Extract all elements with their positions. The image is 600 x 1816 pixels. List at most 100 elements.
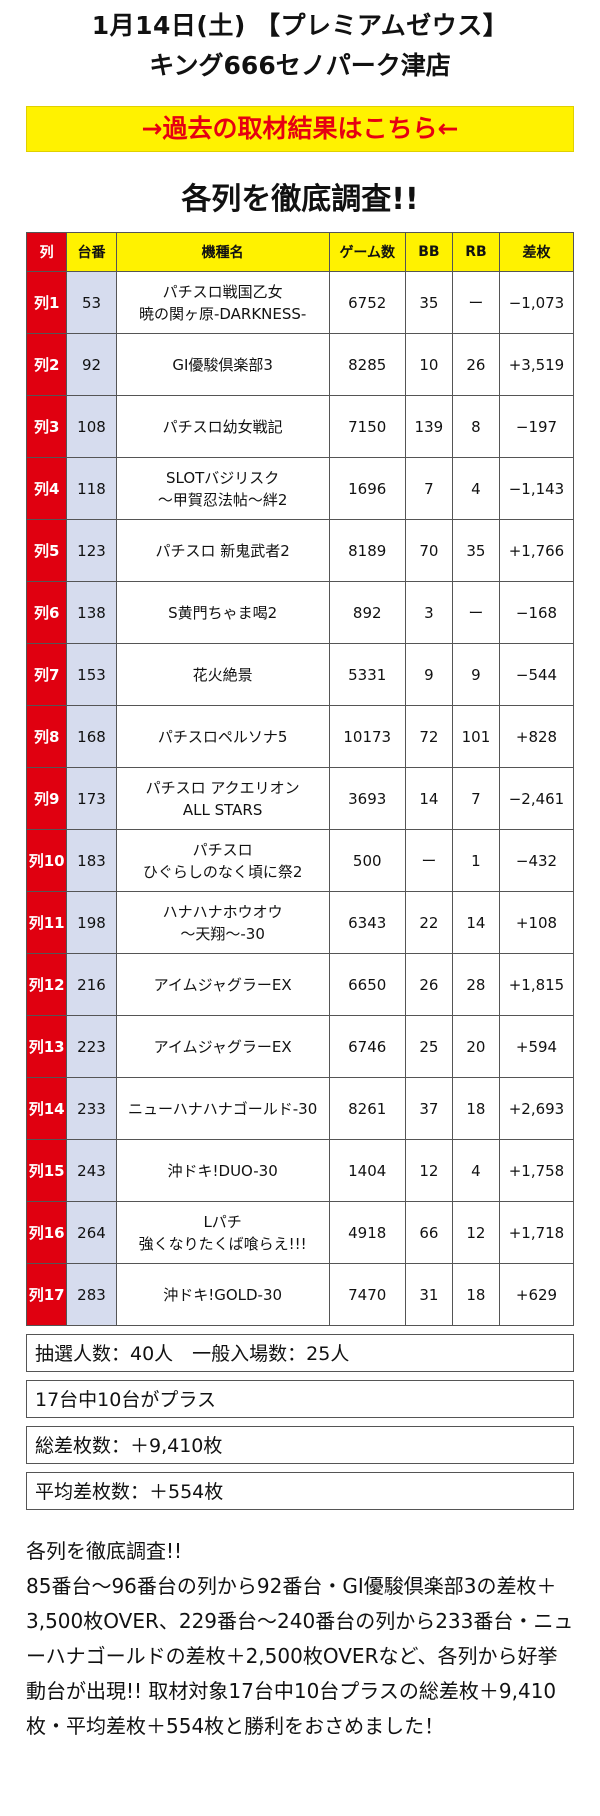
table-row: 列4 118 SLOTバジリスク 〜甲賀忍法帖〜絆2 1696 7 4 −1,143 — [25, 457, 575, 520]
table-row: 列16 264 Lパチ 強くなりたくば喰らえ!!! 4918 66 12 +1,718 — [25, 1201, 575, 1264]
rb-count: 20 — [451, 1015, 500, 1078]
header-machine: 機種名 — [115, 232, 330, 272]
row-label: 列12 — [25, 953, 68, 1016]
row-label: 列13 — [25, 1015, 68, 1078]
machine-number: 233 — [66, 1077, 117, 1140]
game-count: 8261 — [328, 1077, 406, 1140]
machine-name-line: 〜甲賀忍法帖〜絆2 — [157, 490, 288, 509]
row-label: 列2 — [25, 333, 68, 396]
machine-name-line: パチスロペルソナ5 — [157, 727, 288, 746]
game-count: 892 — [328, 581, 406, 644]
rb-count: 18 — [451, 1263, 500, 1326]
game-count: 1404 — [328, 1139, 406, 1202]
row-label: 列11 — [25, 891, 68, 954]
row-label: 列8 — [25, 705, 68, 768]
results-table: 列 台番 機種名 ゲーム数 BB RB 差枚 列1 53 パチスロ戦国乙女 暁の関ヶ原… — [25, 232, 575, 1326]
table-row: 列8 168 パチスロペルソナ5 10173 72 101 +828 — [25, 705, 575, 768]
machine-name: 沖ドキ!GOLD-30 — [115, 1263, 330, 1326]
machine-name-line: 沖ドキ!DUO-30 — [167, 1161, 278, 1180]
game-count: 8189 — [328, 519, 406, 582]
game-count: 4918 — [328, 1201, 406, 1264]
bb-count: 22 — [404, 891, 453, 954]
rb-count: 18 — [451, 1077, 500, 1140]
difference: −1,143 — [498, 457, 575, 520]
bb-count: 9 — [404, 643, 453, 706]
rb-count: ー — [451, 581, 500, 644]
row-label: 列4 — [25, 457, 68, 520]
machine-number: 138 — [66, 581, 117, 644]
game-count: 7150 — [328, 395, 406, 458]
table-row: 列15 243 沖ドキ!DUO-30 1404 12 4 +1,758 — [25, 1139, 575, 1202]
machine-name-line: パチスロ アクエリオン — [145, 778, 300, 797]
total-diff-box: 総差枚数：＋9,410枚 — [26, 1426, 574, 1464]
bb-count: 70 — [404, 519, 453, 582]
machine-name-line: ALL STARS — [182, 800, 263, 819]
machine-name: ハナハナホウオウ 〜天翔〜-30 — [115, 891, 330, 954]
table-row: 列17 283 沖ドキ!GOLD-30 7470 31 18 +629 — [25, 1263, 575, 1326]
machine-name-line: パチスロ幼女戦記 — [162, 417, 283, 436]
bb-count: 66 — [404, 1201, 453, 1264]
machine-number: 173 — [66, 767, 117, 830]
machine-name: パチスロ幼女戦記 — [115, 395, 330, 458]
table-row: 列14 233 ニューハナハナゴールド-30 8261 37 18 +2,693 — [25, 1077, 575, 1140]
machine-name-line: Lパチ — [203, 1212, 242, 1231]
game-count: 6650 — [328, 953, 406, 1016]
machine-name: Lパチ 強くなりたくば喰らえ!!! — [115, 1201, 330, 1264]
machine-number: 283 — [66, 1263, 117, 1326]
bb-count: 14 — [404, 767, 453, 830]
game-count: 500 — [328, 829, 406, 892]
plus-count-box: 17台中10台がプラス — [26, 1380, 574, 1418]
entrants-box: 抽選人数：40人 一般入場数：25人 — [26, 1334, 574, 1372]
header-rb: RB — [451, 232, 500, 272]
bb-count: 7 — [404, 457, 453, 520]
machine-name-line: 〜天翔〜-30 — [180, 924, 265, 943]
machine-number: 183 — [66, 829, 117, 892]
row-label: 列1 — [25, 271, 68, 334]
machine-number: 264 — [66, 1201, 117, 1264]
page-header: 1月14日(土) 【プレミアムゼウス】 キング666セノパーク津店 — [0, 0, 600, 86]
machine-number: 198 — [66, 891, 117, 954]
machine-name: 花火絶景 — [115, 643, 330, 706]
machine-name-line: 沖ドキ!GOLD-30 — [163, 1285, 283, 1304]
table-row: 列1 53 パチスロ戦国乙女 暁の関ヶ原-DARKNESS- 6752 35 ー −1,073 — [25, 271, 575, 334]
bb-count: 10 — [404, 333, 453, 396]
table-row: 列5 123 パチスロ 新鬼武者2 8189 70 35 +1,766 — [25, 519, 575, 582]
header-number: 台番 — [66, 232, 117, 272]
machine-name: パチスロ アクエリオン ALL STARS — [115, 767, 330, 830]
rb-count: 7 — [451, 767, 500, 830]
difference: +629 — [498, 1263, 575, 1326]
rb-count: 1 — [451, 829, 500, 892]
row-label: 列7 — [25, 643, 68, 706]
machine-number: 123 — [66, 519, 117, 582]
difference: +1,718 — [498, 1201, 575, 1264]
machine-name-line: パチスロ 新鬼武者2 — [155, 541, 290, 560]
table-row: 列11 198 ハナハナホウオウ 〜天翔〜-30 6343 22 14 +108 — [25, 891, 575, 954]
rb-count: 28 — [451, 953, 500, 1016]
machine-number: 216 — [66, 953, 117, 1016]
row-label: 列6 — [25, 581, 68, 644]
table-row: 列3 108 パチスロ幼女戦記 7150 139 8 −197 — [25, 395, 575, 458]
machine-number: 118 — [66, 457, 117, 520]
difference: −544 — [498, 643, 575, 706]
machine-name: S黄門ちゃま喝2 — [115, 581, 330, 644]
header-games: ゲーム数 — [328, 232, 406, 272]
rb-count: 26 — [451, 333, 500, 396]
machine-name-line: ニューハナハナゴールド-30 — [128, 1099, 318, 1118]
table-header-row: 列 台番 機種名 ゲーム数 BB RB 差枚 — [25, 232, 575, 272]
row-label: 列15 — [25, 1139, 68, 1202]
rb-count: 9 — [451, 643, 500, 706]
past-results-link[interactable]: →過去の取材結果はこちら← — [26, 106, 574, 152]
game-count: 6746 — [328, 1015, 406, 1078]
summary-text: 各列を徹底調査!! 85番台〜96番台の列から92番台・GI優駿倶楽部3の差枚＋… — [26, 1539, 574, 1738]
machine-number: 53 — [66, 271, 117, 334]
game-count: 10173 — [328, 705, 406, 768]
difference: −168 — [498, 581, 575, 644]
row-label: 列16 — [25, 1201, 68, 1264]
bb-count: 26 — [404, 953, 453, 1016]
row-label: 列17 — [25, 1263, 68, 1326]
game-count: 3693 — [328, 767, 406, 830]
rb-count: ー — [451, 271, 500, 334]
rb-count: 12 — [451, 1201, 500, 1264]
difference: +1,815 — [498, 953, 575, 1016]
game-count: 5331 — [328, 643, 406, 706]
